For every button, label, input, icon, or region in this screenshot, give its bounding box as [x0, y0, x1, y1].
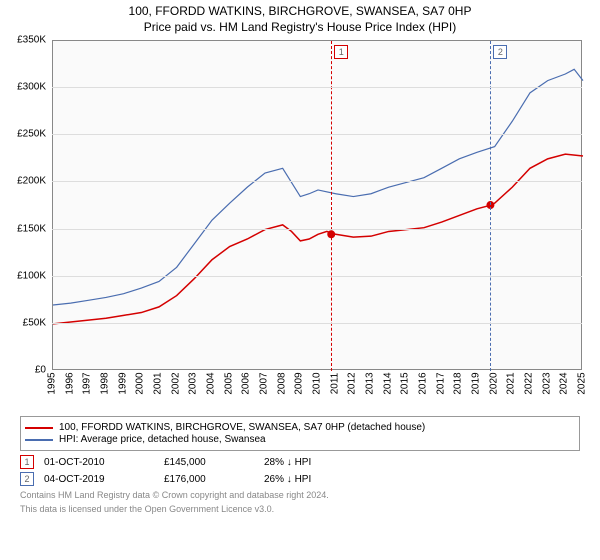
- page-subtitle: Price paid vs. HM Land Registry's House …: [4, 20, 596, 34]
- x-axis-label: 2011: [329, 373, 340, 395]
- sale-marker-line: [331, 41, 332, 371]
- sale-diff: 28% ↓ HPI: [264, 457, 364, 468]
- sale-price: £145,000: [164, 457, 264, 468]
- sale-diff: 26% ↓ HPI: [264, 474, 364, 485]
- x-axis-label: 2016: [418, 372, 429, 394]
- x-axis-label: 2008: [276, 372, 287, 394]
- y-axis-label: £100K: [17, 270, 46, 281]
- legend-swatch: [25, 439, 53, 441]
- sale-row: 2 04-OCT-2019£176,00026% ↓ HPI: [20, 472, 580, 486]
- x-axis-label: 2020: [488, 372, 499, 394]
- x-axis-label: 2005: [223, 372, 234, 394]
- sale-marker-label: 2: [493, 45, 507, 59]
- sale-marker-label: 1: [334, 45, 348, 59]
- legend: 100, FFORDD WATKINS, BIRCHGROVE, SWANSEA…: [20, 416, 580, 451]
- x-axis-label: 2013: [365, 372, 376, 394]
- x-axis-label: 2024: [559, 372, 570, 394]
- y-axis-label: £350K: [17, 35, 46, 46]
- x-axis-label: 2010: [312, 372, 323, 394]
- x-axis-label: 1998: [100, 372, 111, 394]
- footer-line-2: This data is licensed under the Open Gov…: [20, 504, 580, 514]
- sale-marker-icon: 2: [20, 472, 34, 486]
- sale-marker-line: [490, 41, 491, 371]
- x-axis-label: 2023: [541, 372, 552, 394]
- y-axis-label: £50K: [23, 317, 46, 328]
- x-axis-label: 1995: [47, 372, 58, 394]
- x-axis-label: 2018: [453, 372, 464, 394]
- sale-date: 01-OCT-2010: [44, 457, 164, 468]
- x-axis-label: 2014: [382, 372, 393, 394]
- sales-table: 1 01-OCT-2010£145,00028% ↓ HPI 2 04-OCT-201…: [20, 455, 580, 486]
- series-property: [53, 154, 583, 324]
- y-axis-label: £0: [35, 365, 46, 376]
- legend-row: 100, FFORDD WATKINS, BIRCHGROVE, SWANSEA…: [25, 422, 575, 433]
- y-axis-label: £300K: [17, 82, 46, 93]
- x-axis-label: 2000: [135, 372, 146, 394]
- x-axis-label: 2003: [188, 372, 199, 394]
- footer-line-1: Contains HM Land Registry data © Crown c…: [20, 490, 580, 500]
- series-hpi: [53, 69, 583, 305]
- x-axis-label: 2007: [259, 372, 270, 394]
- x-axis-label: 2025: [577, 372, 588, 394]
- x-axis-label: 2022: [524, 372, 535, 394]
- x-axis-label: 2017: [435, 372, 446, 394]
- x-axis-label: 2009: [294, 372, 305, 394]
- x-axis-label: 2004: [206, 372, 217, 394]
- sale-date: 04-OCT-2019: [44, 474, 164, 485]
- sale-price: £176,000: [164, 474, 264, 485]
- y-axis-label: £150K: [17, 223, 46, 234]
- x-axis-label: 1997: [82, 372, 93, 394]
- plot-area: 12: [52, 40, 582, 370]
- sale-marker-icon: 1: [20, 455, 34, 469]
- x-axis-label: 1999: [117, 372, 128, 394]
- y-axis-label: £200K: [17, 176, 46, 187]
- chart-container: 12 £0£50K£100K£150K£200K£250K£300K£350K1…: [10, 40, 590, 410]
- x-axis-label: 2006: [241, 372, 252, 394]
- legend-label: 100, FFORDD WATKINS, BIRCHGROVE, SWANSEA…: [59, 422, 425, 433]
- legend-row: HPI: Average price, detached house, Swan…: [25, 434, 575, 445]
- legend-label: HPI: Average price, detached house, Swan…: [59, 434, 266, 445]
- page-title: 100, FFORDD WATKINS, BIRCHGROVE, SWANSEA…: [4, 4, 596, 18]
- y-axis-label: £250K: [17, 129, 46, 140]
- x-axis-label: 1996: [64, 372, 75, 394]
- x-axis-label: 2019: [471, 372, 482, 394]
- sale-row: 1 01-OCT-2010£145,00028% ↓ HPI: [20, 455, 580, 469]
- x-axis-label: 2012: [347, 372, 358, 394]
- x-axis-label: 2021: [506, 372, 517, 394]
- x-axis-label: 2015: [400, 372, 411, 394]
- x-axis-label: 2001: [153, 372, 164, 394]
- chart-svg: [53, 41, 583, 371]
- legend-swatch: [25, 427, 53, 429]
- x-axis-label: 2002: [170, 372, 181, 394]
